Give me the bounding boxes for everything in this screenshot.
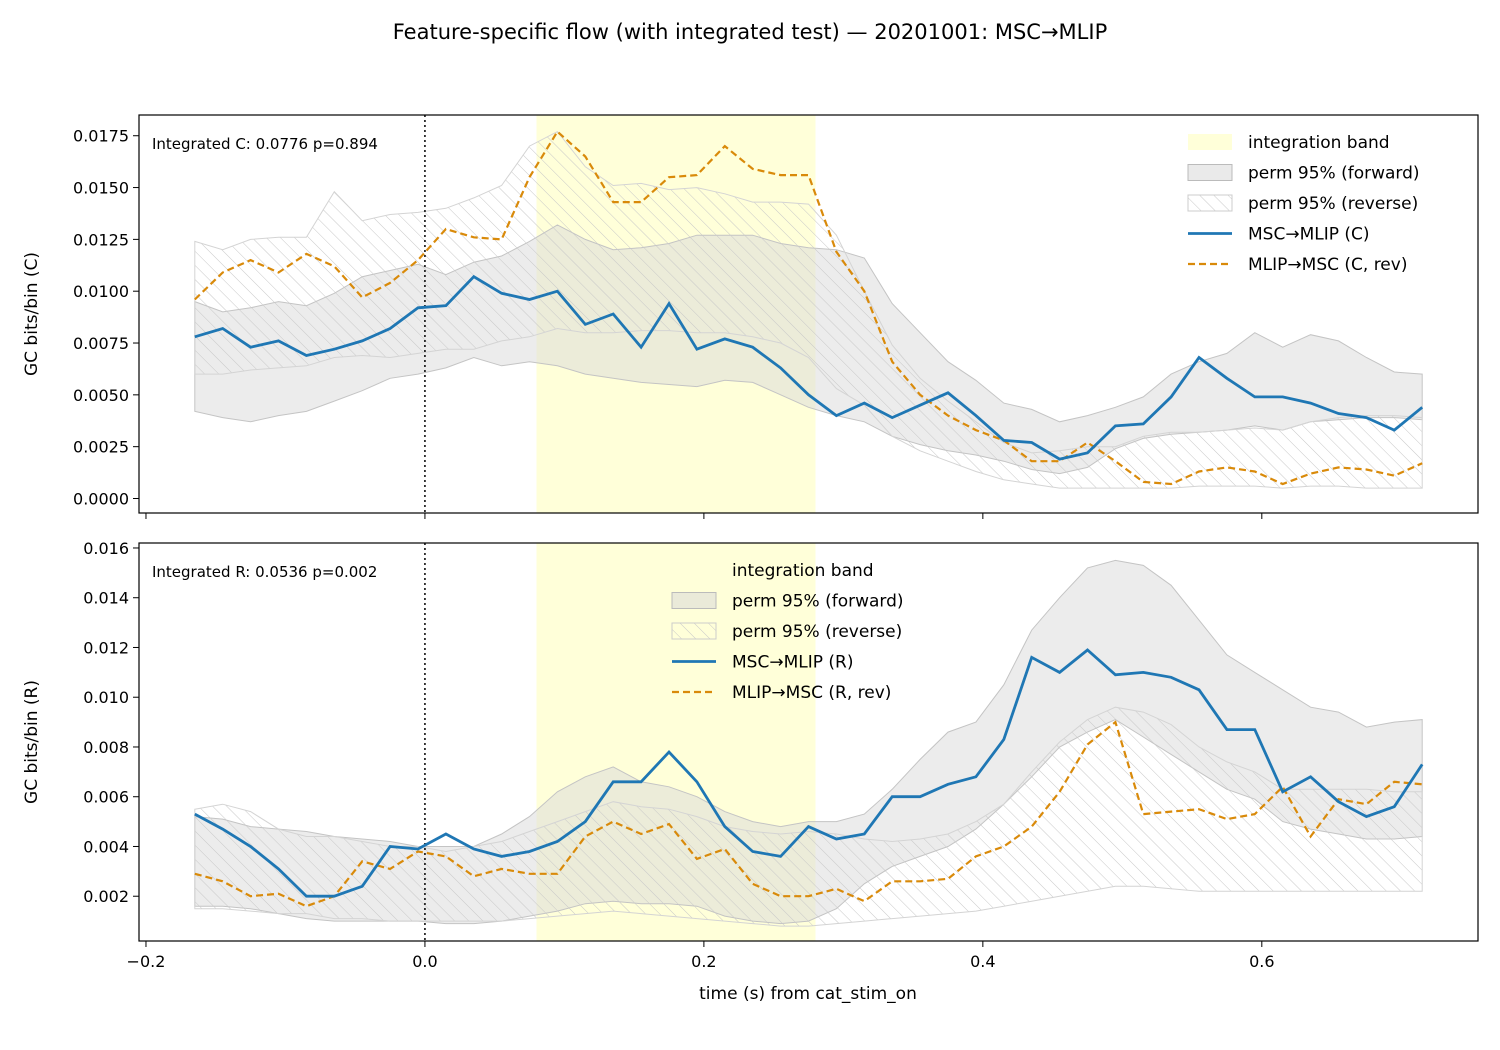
y-tick-label: 0.008 [83,738,129,757]
perm-reverse-band [194,130,1423,489]
x-tick-label: 0.4 [970,952,995,971]
y-axis-label: GC bits/bin (R) [22,680,42,804]
legend-swatch-perm-reverse [1187,194,1233,212]
integrated-annotation: Integrated C: 0.0776 p=0.894 [152,135,378,153]
x-tick-label: 0.6 [1249,952,1274,971]
series-line-forward [194,274,1424,461]
panel-top: 0.0000 0.0025 0.0050 0.0075 0.0100 0.0125 0.01… [22,114,1479,519]
y-tick-label: 0.006 [83,788,129,807]
y-tick-label: 0.016 [83,539,129,558]
legend-swatch-integration-band [672,562,716,578]
integrated-annotation: Integrated R: 0.0536 p=0.002 [152,563,377,581]
y-tick-label: 0.010 [83,688,129,707]
plot-area [194,543,1424,941]
axes-frame [138,114,1479,514]
y-tick-label: 0.0100 [73,282,129,301]
y-tick-label: 0.0175 [73,127,129,146]
legend-swatch-perm-forward [671,592,717,609]
y-tick-label: 0.002 [83,887,129,906]
legend-label: MLIP→MSC (C, rev) [1248,255,1407,275]
y-tick-label: 0.012 [83,638,129,657]
y-tick-label: 0.004 [83,837,129,856]
y-tick-label: 0.0050 [73,386,129,405]
legend-swatch-perm-reverse [671,622,717,640]
legend-label: perm 95% (forward) [1248,164,1420,184]
series-line-reverse [194,720,1423,908]
figure-title: Feature-specific flow (with integrated t… [393,20,1107,44]
legend-swatch-perm-forward [1187,164,1233,181]
y-tick-label: 0.0000 [73,489,129,508]
y-tick-label: 0.0025 [73,438,129,457]
panel-bottom: −0.2 0.0 0.2 0.4 0.6 0.002 0.004 0.006 0.008 0.01… [22,539,1479,971]
legend-swatch-integration-band [1188,134,1232,150]
legend-label: integration band [732,561,874,581]
plot-area [194,115,1424,513]
x-tick-label: 0.2 [691,952,716,971]
series-line-forward [194,648,1424,898]
axes-frame [138,542,1479,942]
x-axis-label: time (s) from cat_stim_on [699,984,917,1004]
legend: integration band perm 95% (forward) perm 9… [1187,133,1420,275]
y-tick-label: 0.014 [83,589,129,608]
y-tick-label: 0.0150 [73,179,129,198]
legend-label: perm 95% (forward) [732,592,904,612]
legend-label: integration band [1248,133,1390,153]
x-tick-label: 0.0 [412,952,437,971]
y-tick-label: 0.0075 [73,334,129,353]
legend-label: perm 95% (reverse) [1248,194,1418,214]
series-line-reverse [194,129,1423,486]
y-tick-label: 0.0125 [73,230,129,249]
perm-reverse-band [194,706,1423,927]
legend-label: perm 95% (reverse) [732,622,902,642]
legend-label: MSC→MLIP (C) [1248,225,1370,245]
legend-label: MSC→MLIP (R) [732,653,853,673]
legend: integration band perm 95% (forward) perm 9… [671,561,904,703]
legend-label: MLIP→MSC (R, rev) [732,683,891,703]
y-axis-label: GC bits/bin (C) [22,252,42,376]
x-tick-label: −0.2 [127,952,166,971]
